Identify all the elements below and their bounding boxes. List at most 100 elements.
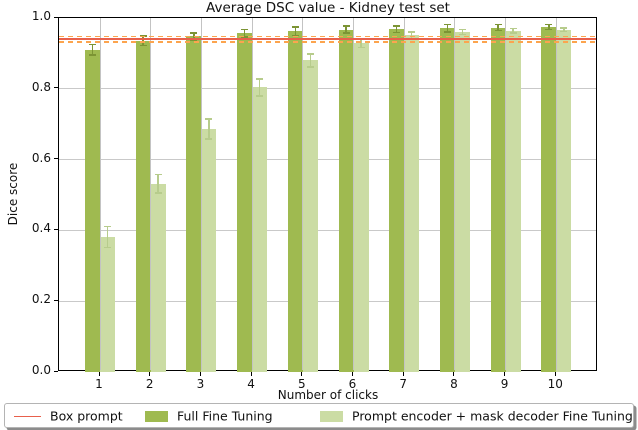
error-bar [142,36,144,46]
chart-title: Average DSC value - Kidney test set [206,0,450,16]
error-bar [461,29,464,35]
error-bar [309,53,312,68]
error-bar [410,32,413,39]
y-axis-label: Dice score [6,162,20,226]
error-bar-cap [458,33,466,36]
error-bar [446,24,449,32]
error-bar [548,24,550,30]
gridline-horizontal [59,300,596,302]
gridline-vertical [150,18,152,370]
bar-prompt-encoder-7 [404,35,420,372]
error-bar-cap [291,26,299,28]
error-bar-cap [560,27,568,29]
bar-prompt-encoder-4 [252,87,268,372]
error-bar-cap [393,31,401,34]
y-tick-label: 1.0 [31,9,51,23]
bar-full-fine-tuning-3 [186,36,202,372]
error-bar-cap [139,44,147,46]
error-bar-cap [458,28,466,31]
error-bar-cap [443,31,451,33]
error-bar [497,24,499,31]
error-bar [106,226,109,248]
error-bar [360,38,362,48]
y-tick-mark [54,228,58,230]
y-tick-mark [54,370,58,372]
error-bar-cap [190,32,198,34]
bar-prompt-encoder-8 [454,32,470,372]
bar-full-fine-tuning-7 [389,29,405,372]
x-tick-label: 8 [450,377,458,391]
bar-full-fine-tuning-4 [237,33,253,372]
error-bar-cap [393,25,401,27]
bar-full-fine-tuning-10 [541,27,557,372]
x-tick-mark [352,372,353,376]
y-tick-mark [54,158,58,160]
box-prompt-line-swatch [14,415,41,418]
x-tick-label: 1 [95,377,103,391]
bar-full-fine-tuning-1 [85,49,100,372]
error-bar [258,78,261,96]
x-tick-label: 9 [500,377,509,391]
x-tick-label: 6 [348,377,357,391]
box-prompt-band-lower [59,40,596,43]
x-tick-label: 5 [297,377,306,391]
x-tick-mark [149,372,151,376]
error-bar-cap [509,32,517,34]
error-bar-cap [241,28,249,31]
legend-label-prompt-encoder: Prompt encoder + mask decoder Fine Tunin… [352,408,633,423]
error-bar-cap [205,118,213,120]
error-bar [243,29,246,37]
x-tick-mark [199,372,201,376]
gridline-vertical [555,18,557,370]
x-tick-label: 2 [145,377,154,391]
error-bar-cap [357,46,365,49]
gridline-vertical [99,18,101,370]
gridline-vertical [454,18,456,370]
y-tick-label: 0.6 [31,150,51,165]
error-bar-cap [256,95,264,97]
y-tick-mark [54,16,58,18]
gridline-vertical [505,18,507,370]
error-bar-cap [509,27,517,30]
error-bar-cap [408,31,416,33]
error-bar-cap [443,23,451,26]
gridline-vertical [403,18,405,370]
error-bar [395,26,398,33]
bar-prompt-encoder-1 [100,237,115,372]
x-tick-mark [453,372,455,376]
x-axis-label: Number of clicks [277,388,379,402]
legend: Box prompt Full Fine Tuning Prompt encod… [4,403,634,428]
y-tick-mark [54,299,58,301]
x-tick-mark [402,372,404,376]
x-tick-mark [250,372,252,376]
bar-full-fine-tuning-5 [287,31,303,372]
error-bar-cap [89,54,96,56]
x-tick-label: 10 [547,377,563,391]
gridline-horizontal [59,88,596,90]
error-bar-cap [154,173,162,176]
legend-label-box-prompt: Box prompt [50,408,123,423]
error-bar [294,27,297,36]
box-prompt-band-upper [59,35,596,38]
error-bar [345,26,347,34]
error-bar [512,28,514,33]
y-tick-label: 0.4 [31,221,51,236]
error-bar-cap [342,25,350,27]
error-bar-cap [545,28,553,31]
full-fine-tuning-swatch [145,411,168,422]
gridline-horizontal [59,229,596,231]
legend-label-full-fine-tuning: Full Fine Tuning [177,408,273,423]
gridline-vertical [200,18,202,370]
x-tick-mark [301,372,303,376]
gridline-vertical [302,18,304,370]
gridline-horizontal [59,159,596,161]
bar-full-fine-tuning-6 [338,29,354,372]
y-tick-mark [54,87,58,89]
error-bar-cap [256,78,264,80]
error-bar-cap [560,30,568,33]
x-tick-mark [98,372,100,376]
error-bar-cap [306,53,314,55]
x-tick-label: 4 [247,377,255,391]
y-tick-label: 0.8 [31,79,51,94]
